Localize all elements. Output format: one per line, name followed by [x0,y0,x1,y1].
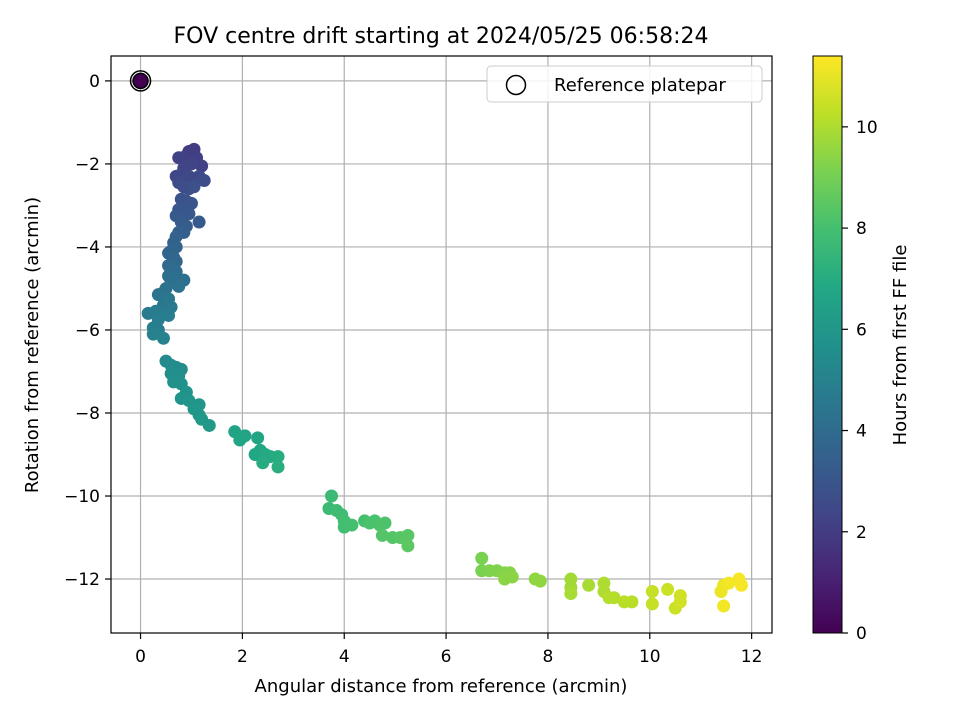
data-point [345,518,359,532]
data-point [197,174,211,188]
data-point [182,169,196,183]
plot-frame [110,55,773,634]
y-tick-label: 0 [89,72,100,92]
y-tick-label: −2 [75,155,100,175]
x-axis-ticks: 0 2 4 6 8 10 12 [135,633,762,667]
y-tick-label: −10 [64,487,100,507]
colorbar-tick-label: 10 [856,118,878,138]
data-point [645,584,659,598]
data-point [401,528,415,542]
data-point [184,196,198,210]
data-point [475,551,489,565]
data-point [325,489,339,503]
x-tick-label: 10 [639,647,661,667]
x-tick-label: 4 [339,647,350,667]
data-point [146,327,160,341]
data-point [401,539,415,553]
legend-box [486,65,763,103]
data-point [195,159,209,173]
reference-platepar-ring [129,70,152,92]
y-tick-label: −8 [75,404,100,424]
x-axis-label: Angular distance from reference (arcmin) [255,676,628,697]
data-point [533,574,547,588]
data-point [182,207,196,221]
x-tick-label: 6 [441,647,452,667]
colorbar-gradient [812,55,843,634]
x-tick-label: 2 [237,647,248,667]
colorbar: 0 2 4 6 8 10 Hours from first FF file [812,55,911,644]
data-point [734,578,748,592]
data-point [192,215,206,229]
data-point [717,599,731,613]
data-point [162,308,176,322]
data-point [582,578,596,592]
y-tick-label: −12 [64,570,100,590]
data-point [271,450,285,464]
data-point [172,279,186,293]
grid [111,56,772,633]
colorbar-tick-label: 8 [856,219,867,239]
y-axis-label: Rotation from reference (arcmin) [22,197,43,493]
x-tick-label: 0 [135,647,146,667]
y-tick-label: −6 [75,321,100,341]
colorbar-ticks: 0 2 4 6 8 10 [842,118,878,644]
data-point [141,306,155,320]
legend: Reference platepar [486,65,763,103]
data-point [661,582,675,596]
x-tick-label: 8 [543,647,554,667]
legend-marker-icon [505,74,527,96]
data-point [202,418,216,432]
data-point [498,572,512,586]
data-point [256,456,270,470]
data-point [673,595,687,609]
colorbar-label: Hours from first FF file [890,245,911,446]
data-point [187,180,201,194]
colorbar-tick-label: 2 [856,523,867,543]
data-point [172,151,186,165]
legend-label: Reference platepar [554,75,726,96]
y-axis-ticks: 0 −2 −4 −6 −8 −10 −12 [64,72,111,590]
y-tick-label: −4 [75,238,100,258]
colorbar-tick-label: 4 [856,422,867,442]
data-point [251,431,265,445]
data-point [271,460,285,474]
data-point [607,591,621,605]
data-point [625,595,639,609]
data-point [156,331,170,345]
data-point [564,587,578,601]
x-tick-label: 12 [741,647,763,667]
data-point [722,576,736,590]
data-points [141,142,748,615]
data-point [375,528,389,542]
colorbar-tick-label: 6 [856,320,867,340]
data-point [248,448,262,462]
reference-platepar-marker [132,72,149,90]
data-point [378,516,392,530]
data-point [151,288,165,302]
chart-title: FOV centre drift starting at 2024/05/25 … [174,24,709,49]
data-point [233,433,247,447]
data-point [645,597,659,611]
colorbar-tick-label: 0 [856,624,867,644]
